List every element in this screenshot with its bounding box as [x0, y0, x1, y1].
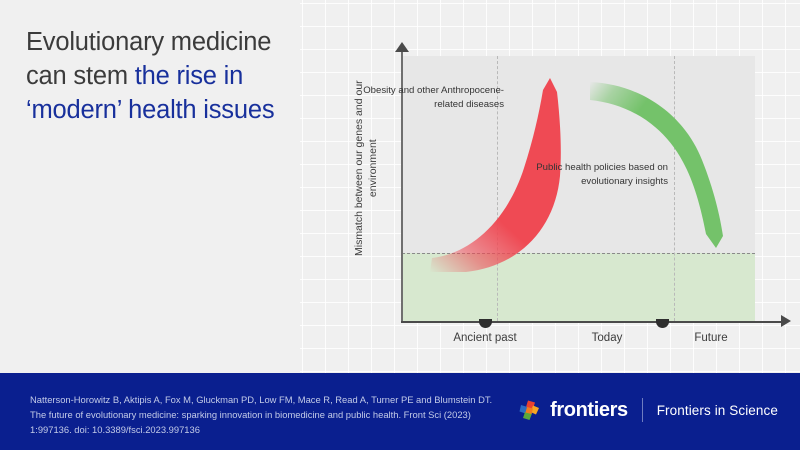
page-title: Evolutionary medicine can stem the rise … — [26, 26, 326, 128]
x-tick-label-future: Future — [694, 332, 728, 344]
title-line-2-accent: the rise in — [134, 61, 244, 90]
x-tick-label-ancient-past: Ancient past — [453, 332, 517, 344]
plot-area — [402, 56, 755, 321]
x-tick-label-today: Today — [591, 332, 623, 344]
annotation-green-curve: Public health policies based on evolutio… — [536, 162, 668, 187]
brand-divider — [641, 398, 643, 422]
title-line-2-plain: can stem — [26, 61, 135, 90]
gridline-future — [674, 56, 675, 321]
tick-marker-future — [656, 319, 669, 328]
y-axis-line — [401, 50, 403, 322]
chart: Mismatch between our genes and our envir… — [340, 36, 791, 344]
frontiers-logo-icon — [519, 400, 540, 420]
citation-text: Natterson-Horowitz B, Aktipis A, Fox M, … — [30, 394, 493, 436]
tick-marker-ancient-past — [479, 319, 492, 328]
curve-layer — [430, 78, 723, 272]
annotation-red-curve: Obesity and other Anthropocene-related d… — [363, 85, 504, 110]
red-curve — [430, 78, 561, 272]
x-axis-line — [401, 321, 783, 323]
frontiers-wordmark: frontiers — [550, 398, 628, 421]
x-axis-arrow-icon — [781, 315, 791, 327]
frontiers-branding: frontiers Frontiers in Science — [518, 398, 778, 422]
title-line-1: Evolutionary medicine — [26, 28, 272, 56]
gridline-today — [497, 56, 498, 321]
y-axis-arrow-icon — [395, 42, 409, 52]
green-curve — [590, 82, 723, 248]
footer-bar: Natterson-Horowitz B, Aktipis A, Fox M, … — [0, 373, 800, 450]
frontiers-in-science-label: Frontiers in Science — [656, 402, 778, 418]
title-line-3-accent: ‘modern’ health issues — [26, 95, 275, 124]
